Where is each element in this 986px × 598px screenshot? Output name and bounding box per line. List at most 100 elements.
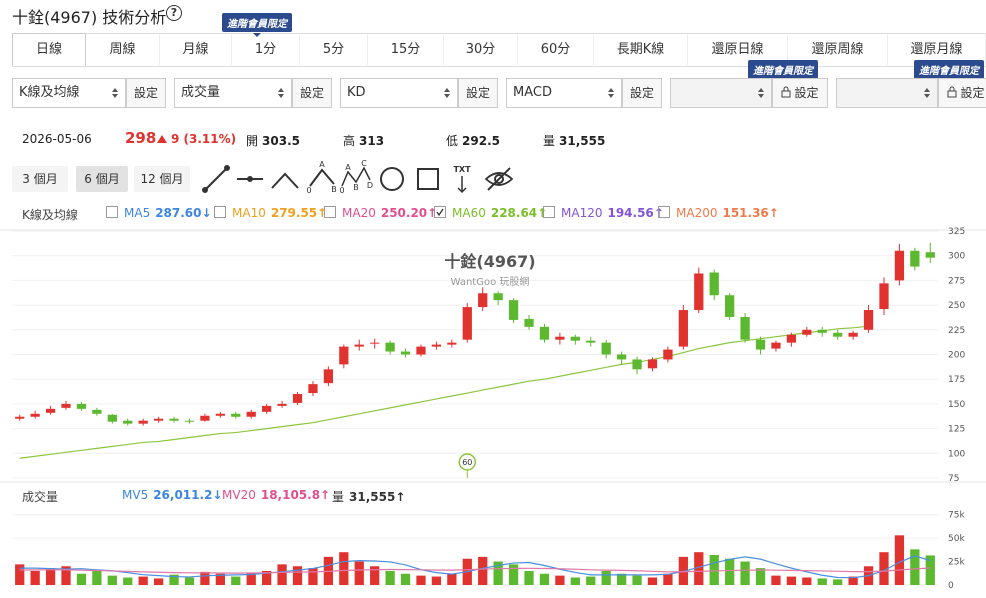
legend-name: MV5 — [122, 488, 149, 502]
candle-body — [292, 394, 303, 403]
candle-body — [493, 293, 503, 301]
candle-body — [215, 413, 225, 416]
volume-bar — [92, 570, 102, 585]
help-icon[interactable]: ? — [166, 5, 182, 21]
button-label: 設定 — [465, 86, 490, 100]
candle-body — [802, 329, 812, 335]
volume-bar — [61, 566, 71, 585]
legend-value: 279.55↑ — [270, 206, 328, 220]
settings-button[interactable]: 設定 — [622, 78, 662, 108]
quote-label: 高 — [343, 134, 356, 148]
legend-item[interactable]: MA20 250.20↑ — [324, 206, 437, 220]
y-tick-label: 50k — [948, 534, 965, 544]
volume-bar — [616, 573, 627, 585]
volume-bar — [709, 555, 719, 585]
quote-value: 313 — [359, 134, 385, 148]
range-button[interactable]: 12 個月 — [134, 166, 190, 192]
tool-label: B — [353, 183, 359, 192]
tab[interactable]: 月線 — [160, 33, 232, 65]
candle-body — [184, 420, 195, 422]
candle-body — [910, 250, 920, 267]
indicator-select[interactable] — [836, 78, 938, 108]
candle-body — [678, 310, 688, 347]
settings-button[interactable]: 設定 — [126, 78, 166, 108]
candle-body — [45, 408, 56, 413]
button-label: 設定 — [794, 86, 819, 100]
change-text: 9 (3.11%) — [171, 132, 237, 146]
volume-bar — [246, 572, 256, 585]
volume-bar — [339, 552, 349, 585]
legend-item[interactable]: MA5 287.60↓ — [106, 206, 212, 220]
indicator-select[interactable] — [670, 78, 772, 108]
settings-button[interactable]: 設定 — [292, 78, 332, 108]
tool-label: D — [367, 181, 373, 190]
button-label: 設定 — [133, 86, 158, 100]
button-label: 設定 — [629, 86, 654, 100]
checkbox — [658, 206, 670, 218]
tab[interactable]: 還原月線 — [888, 33, 986, 65]
indicator-select[interactable]: KD — [340, 78, 458, 108]
tab[interactable]: 長期K線 — [594, 33, 688, 65]
quote-price: 298 — [125, 129, 157, 147]
legend-item[interactable]: MA120 194.56↑ — [543, 206, 664, 220]
candle-body — [663, 349, 673, 360]
indicator-select[interactable]: MACD — [506, 78, 622, 108]
tab[interactable]: 30分 — [444, 33, 518, 65]
tab[interactable]: 周線 — [86, 33, 160, 65]
y-tick-label: 275 — [948, 276, 965, 286]
tab[interactable]: 15分 — [368, 33, 444, 65]
settings-button[interactable]: 設定 — [772, 78, 828, 108]
updown-arrow — [278, 88, 284, 98]
volume-bar — [786, 576, 797, 585]
quote-low: 低 292.5 — [446, 132, 500, 149]
legend-name: 量 — [332, 490, 345, 504]
volume-bar — [431, 576, 442, 585]
candle-body — [447, 342, 457, 345]
volume-bar — [30, 570, 40, 585]
tab[interactable]: 5分 — [300, 33, 368, 65]
quote-label: 量 — [543, 134, 556, 148]
legend-value: 228.64↑ — [490, 206, 548, 220]
volume-bar — [169, 574, 179, 585]
tab[interactable]: 還原日線 — [688, 33, 788, 65]
volume-bar — [570, 577, 580, 585]
annotation-label: 60 — [462, 458, 472, 467]
candle-body — [323, 369, 334, 384]
volume-bar — [493, 561, 503, 585]
volume-bar — [354, 561, 364, 585]
indicator-select[interactable]: 成交量 — [174, 78, 292, 108]
tab[interactable]: 還原周線 — [788, 33, 888, 65]
legend-value: 18,105.8↑ — [260, 488, 331, 502]
volume-bar — [370, 566, 380, 585]
legend-item[interactable]: MA60 228.64↑ — [434, 206, 547, 220]
legend-item[interactable]: MA200 151.36↑ — [658, 206, 779, 220]
range-button[interactable]: 6 個月 — [76, 166, 128, 192]
member-badge: 進階會員限定 — [748, 60, 818, 84]
candle-body — [169, 418, 179, 421]
legend-item[interactable]: MA10 279.55↑ — [214, 206, 327, 220]
candle-body — [246, 411, 256, 417]
tool-label: TXT — [453, 165, 471, 174]
candle-body — [354, 344, 364, 347]
settings-button[interactable]: 設定 — [938, 78, 986, 108]
indicator-select[interactable]: K線及均線 — [12, 78, 126, 108]
legend-value: 31,555↑ — [349, 490, 406, 504]
quote-volume: 量 31,555 — [543, 132, 605, 149]
y-tick-label: 150 — [948, 400, 965, 410]
volume-bar — [107, 575, 117, 585]
volume-bar — [802, 577, 812, 585]
candle-body — [647, 359, 658, 369]
candle-body — [153, 418, 164, 421]
checkbox — [324, 206, 336, 218]
tab[interactable]: 60分 — [518, 33, 594, 65]
tool-label: B — [331, 185, 337, 194]
tab[interactable]: 1分 — [232, 33, 300, 65]
volume-bar — [15, 564, 25, 585]
drawing-tools[interactable] — [202, 165, 514, 194]
candle-body — [231, 413, 241, 417]
candle-body — [771, 342, 781, 349]
tab[interactable]: 日線 — [12, 33, 86, 66]
settings-button[interactable]: 設定 — [458, 78, 498, 108]
range-button[interactable]: 3 個月 — [12, 166, 68, 192]
